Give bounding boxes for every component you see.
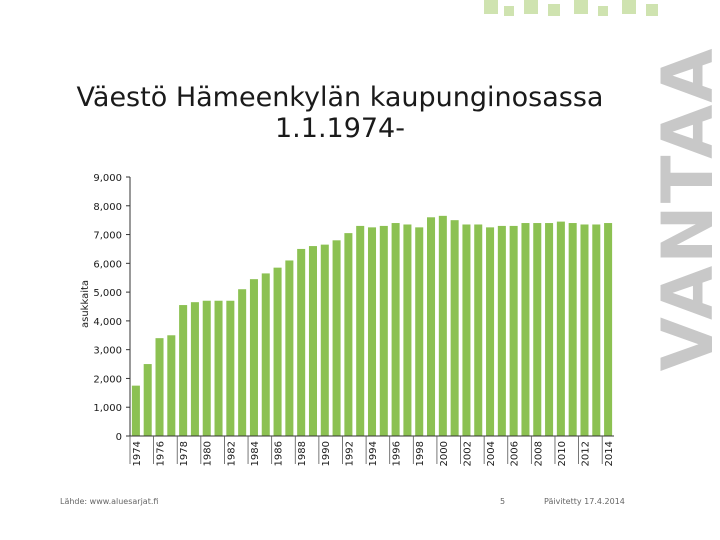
y-tick-label: 9,000 [93,173,122,184]
bar-2007 [521,223,530,436]
bar-1974 [131,385,140,436]
bar-2003 [474,224,483,436]
bar-2014 [604,223,613,436]
y-tick-label: 3,000 [93,346,122,357]
y-tick-label: 6,000 [93,259,122,270]
bar-1999 [427,217,436,436]
x-tick-label: 1998 [415,441,426,466]
bar-2001 [450,220,459,436]
bar-1990 [320,244,329,436]
bar-2009 [545,223,554,436]
bar-1987 [285,260,294,436]
bar-1996 [391,223,400,436]
y-tick-label: 0 [116,432,122,443]
x-tick-label: 2004 [486,441,497,466]
x-tick-label: 2006 [510,441,521,466]
x-tick-label: 1994 [368,441,379,466]
bar-1976 [155,338,164,436]
bar-1995 [379,225,388,436]
x-tick-label: 1978 [179,441,190,466]
brand-wordmark: VANTAA [650,47,720,372]
y-tick-label: 8,000 [93,202,122,213]
x-tick-label: 1984 [250,441,261,466]
bar-1994 [367,227,377,436]
bar-1978 [179,305,188,436]
y-tick-label: 4,000 [93,317,122,328]
bar-1992 [344,233,353,436]
bar-2010 [556,221,565,436]
bar-1993 [356,225,365,436]
bar-2011 [568,223,577,436]
x-tick-label: 1996 [392,441,403,466]
x-tick-label: 2010 [557,441,568,466]
slide-title-line-2: 1.1.1974- [275,113,405,144]
bar-1988 [297,248,306,436]
x-axis: 1974 1976 1978 1980 1982 1984 1986 1988 1990 1992… [129,435,615,466]
bar-1985 [261,273,270,436]
x-tick-label: 2002 [462,441,473,466]
brand-logo-squares-icon [484,0,658,16]
bar-2004 [486,227,495,436]
x-tick-label: 2008 [533,441,544,466]
bar-1980 [202,300,211,436]
y-axis-label: asukkaita [80,280,91,328]
bar-1982 [226,300,235,436]
footer-page-number: 5 [500,497,506,506]
slide-title-line-1: Väestö Hämeenkylän kaupunginosassa [76,82,604,113]
x-tick-label: 2012 [580,441,591,466]
y-tick-label: 5,000 [93,288,122,299]
bar-2005 [497,225,506,436]
bar-2002 [462,224,471,436]
footer-updated: Päivitetty 17.4.2014 [544,497,625,506]
slide-title: Väestö Hämeenkylän kaupunginosassa 1.1.1… [60,82,620,144]
y-tick-label: 2,000 [93,374,122,385]
bar-1991 [332,240,341,436]
bar-1977 [167,335,176,436]
bar-1983 [238,289,247,436]
bar-2006 [509,225,518,436]
bar-1984 [249,279,258,436]
bar-1981 [214,300,223,436]
x-tick-label: 2014 [604,441,615,466]
x-tick-label: 1976 [156,441,167,466]
footer-source: Lähde: www.aluesarjat.fi [60,497,159,506]
x-tick-label: 1990 [321,441,332,466]
bar-2008 [533,223,542,436]
x-tick-label: 1986 [274,441,285,466]
y-tick-label: 7,000 [93,231,122,242]
bar-1997 [403,224,412,436]
bar-1975 [143,364,152,436]
bar-1986 [273,267,282,436]
bar-1989 [308,246,317,436]
bar-2000 [438,215,447,436]
x-tick-label: 1988 [297,441,308,466]
y-axis: 0 1,000 2,000 3,000 4,000 5,000 6,000 7,000 8,00… [93,173,131,443]
x-tick-label: 1982 [226,441,237,466]
x-tick-label: 2000 [439,441,450,466]
x-tick-label: 1974 [132,441,143,466]
bars [131,215,613,436]
y-tick-label: 1,000 [93,403,122,414]
brand-wordmark-text: VANTAA [650,47,720,372]
bar-2012 [580,224,589,436]
bar-2013 [592,224,601,436]
bar-1998 [415,227,424,436]
x-tick-label: 1980 [203,441,214,466]
bar-1979 [190,302,199,436]
x-tick-label: 1992 [344,441,355,466]
